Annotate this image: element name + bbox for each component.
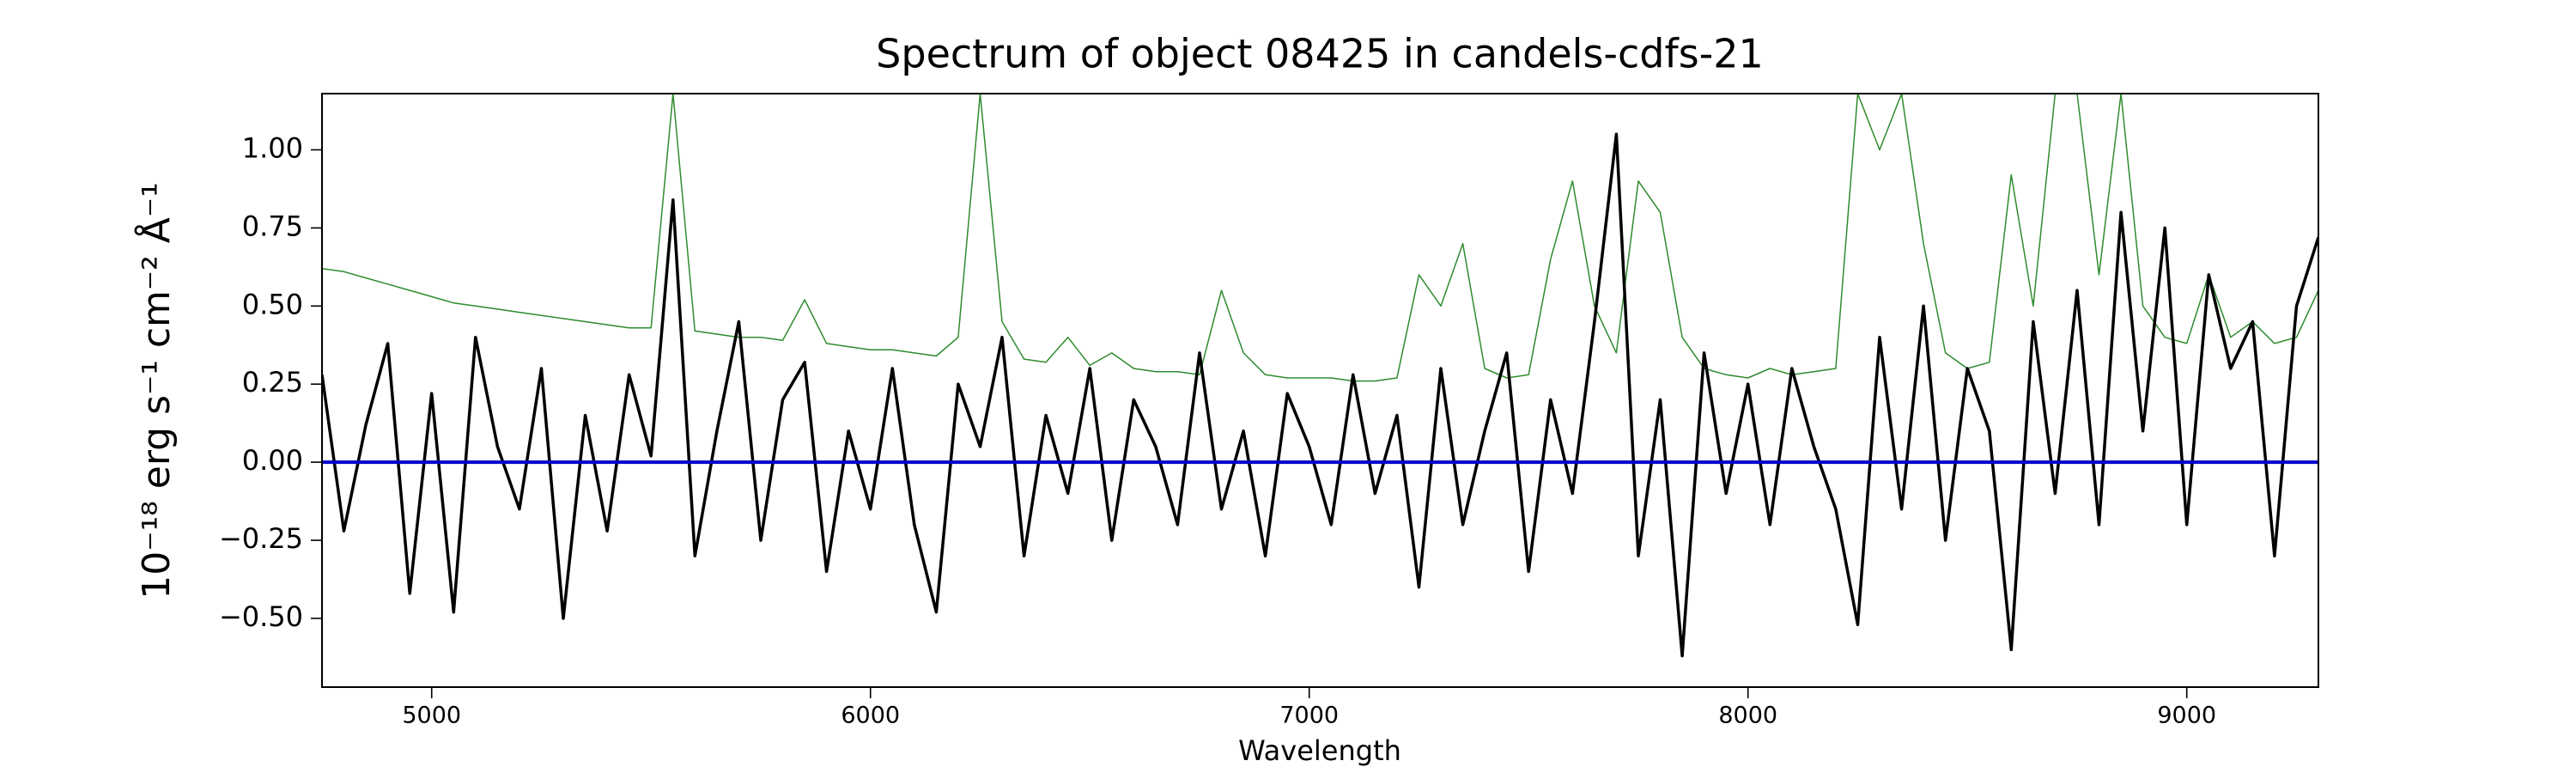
plot-frame xyxy=(321,93,2319,688)
spectrum-line xyxy=(322,132,2318,658)
x-tick-label: 6000 xyxy=(841,703,900,729)
plot-area xyxy=(322,94,2318,658)
x-tick-label: 7000 xyxy=(1279,703,1339,729)
x-tick-label: 9000 xyxy=(2157,703,2216,729)
y-tick-label: 0.25 xyxy=(242,366,303,399)
y-axis-label: 10⁻¹⁸ erg s⁻¹ cm⁻² Å⁻¹ xyxy=(133,182,179,599)
x-axis-label: Wavelength xyxy=(1238,734,1401,767)
y-tick-label: 0.00 xyxy=(242,444,303,477)
x-tick-label: 5000 xyxy=(402,703,461,729)
chart-title: Spectrum of object 08425 in candels-cdfs… xyxy=(876,31,1764,77)
spectrum-line xyxy=(322,94,2318,382)
y-tick-label: 0.75 xyxy=(242,210,303,242)
y-tick-label: −0.25 xyxy=(219,522,303,555)
y-tick-label: 1.00 xyxy=(242,131,303,164)
y-tick-label: 0.50 xyxy=(242,288,303,320)
y-tick-label: −0.50 xyxy=(219,600,303,633)
x-tick-label: 8000 xyxy=(1718,703,1777,729)
